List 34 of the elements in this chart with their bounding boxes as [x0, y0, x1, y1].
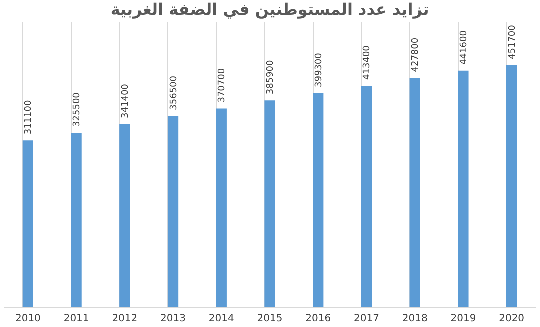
data-label: 427800 — [411, 38, 422, 72]
data-label: 413400 — [362, 45, 373, 80]
bar — [71, 132, 82, 307]
bar — [458, 70, 469, 307]
data-label: 441600 — [459, 30, 470, 65]
data-label: 370700 — [218, 68, 228, 103]
bar — [120, 124, 130, 307]
bar — [22, 140, 34, 307]
data-label: 385900 — [266, 60, 276, 95]
data-label: 341400 — [120, 84, 131, 118]
x-tick-label: 2013 — [160, 314, 186, 324]
x-tick-label: 2015 — [257, 314, 283, 324]
data-label: 325500 — [72, 92, 83, 127]
x-tick-label: 2010 — [15, 314, 41, 324]
bar — [410, 78, 420, 307]
x-tick-label: 2018 — [402, 314, 428, 324]
x-tick-label: 2014 — [208, 314, 234, 324]
x-tick-label: 2012 — [112, 314, 138, 324]
bar — [168, 116, 179, 307]
data-label: 399300 — [314, 52, 324, 88]
bar — [313, 93, 324, 307]
data-label: 356500 — [169, 76, 180, 110]
x-tick-label: 2016 — [306, 314, 332, 324]
data-label: 451700 — [508, 24, 518, 60]
x-tick-label: 2017 — [354, 314, 380, 324]
x-tick-label: 2011 — [64, 314, 90, 324]
x-tick-label: 2020 — [499, 314, 525, 324]
bar — [361, 86, 372, 307]
bar — [216, 108, 227, 307]
bar — [264, 100, 276, 307]
data-label: 311100 — [24, 100, 34, 135]
chart-title: تزايد عدد المستوطنين في الضفة الغربية — [110, 0, 430, 19]
bar — [506, 65, 518, 307]
x-tick-label: 2019 — [450, 314, 476, 324]
